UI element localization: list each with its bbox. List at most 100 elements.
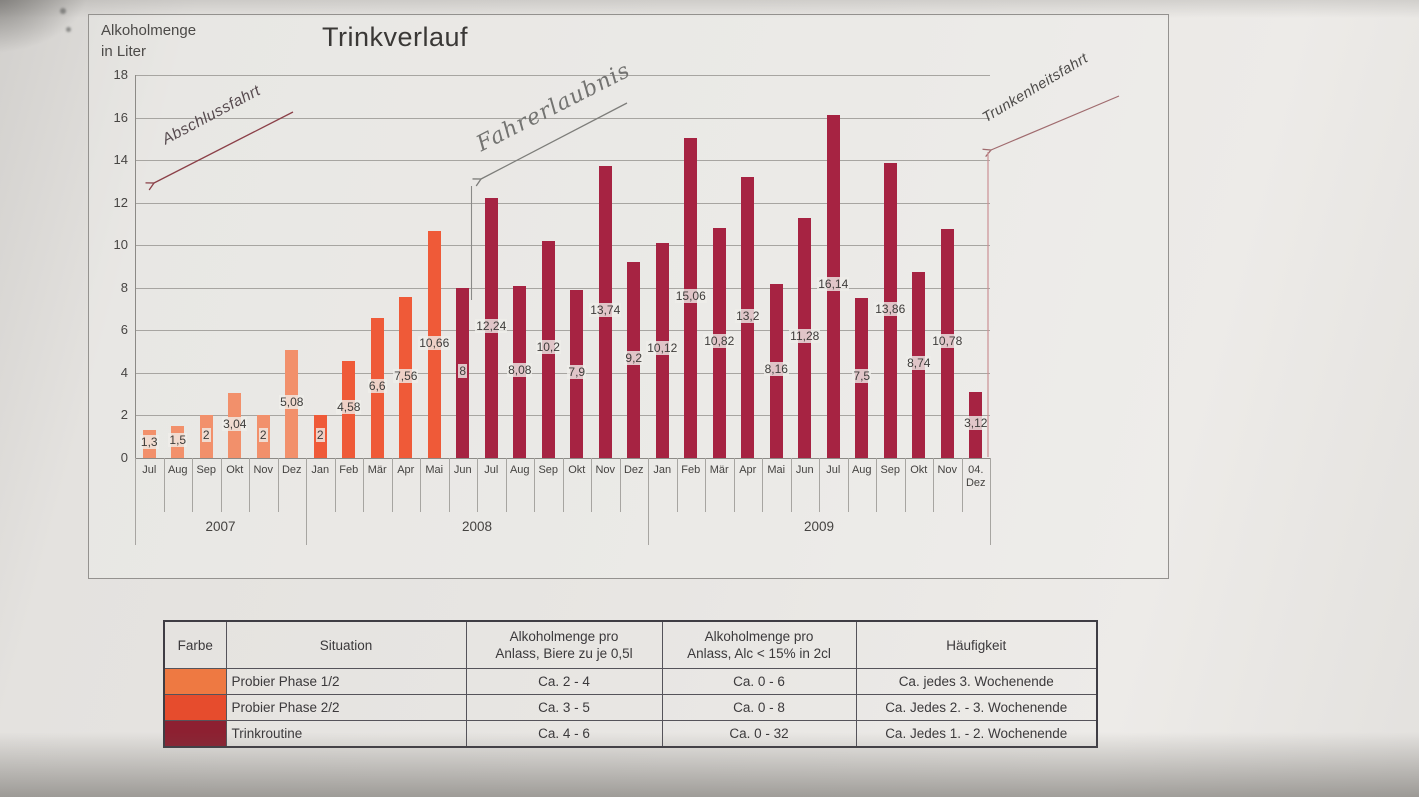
bar-value-text: 15,06 (674, 288, 707, 303)
bar-value-label: 13,74 (581, 302, 629, 317)
month-label: Jan (653, 464, 672, 476)
month-label: Okt (910, 464, 928, 476)
cell-beer-amount: Ca. 2 - 4 (465, 668, 663, 695)
col-header-situation: Situation (225, 620, 467, 669)
bar-value-label: 7,5 (838, 369, 886, 384)
bar-value-text: 7,5 (852, 369, 872, 384)
bar-value-text: 8,74 (906, 356, 932, 371)
month-label: Okt (568, 464, 586, 476)
bar-value-label: 2 (239, 427, 287, 442)
month-label: Mai (767, 464, 786, 476)
bar-value-label: 4,58 (325, 400, 373, 415)
month-label: Feb (681, 464, 701, 476)
bar-value-label: 16,14 (809, 277, 857, 292)
photo-speck (66, 27, 71, 32)
month-label: Apr (397, 464, 415, 476)
y-tick-label: 4 (120, 364, 128, 380)
month-label: Nov (253, 464, 274, 476)
cell-beer-amount: Ca. 3 - 5 (465, 694, 663, 721)
col-header-haeufigkeit: Häufigkeit (855, 620, 1098, 669)
bar-value-label: 10,66 (410, 335, 458, 350)
bar-value-text: 10,66 (418, 335, 451, 350)
bar-value-label: 10,12 (638, 341, 686, 356)
cell-spirits-amount: Ca. 0 - 32 (661, 720, 857, 748)
cell-frequency: Ca. Jedes 2. - 3. Wochenende (855, 694, 1098, 721)
header-line: Alkoholmenge pro (704, 629, 814, 644)
bar-value-text: 11,28 (789, 328, 821, 343)
category-separator (990, 458, 991, 545)
month-label: Aug (509, 464, 530, 476)
y-tick-label: 2 (120, 407, 128, 423)
bar-value-label: 7,9 (553, 364, 601, 379)
bar-value-text: 2 (258, 427, 268, 442)
bar-value-text: 7,9 (567, 364, 587, 379)
bar-value-text: 7,56 (393, 368, 419, 383)
gridline (135, 75, 990, 76)
gridline (135, 245, 990, 247)
cell-situation: Probier Phase 2/2 (225, 694, 467, 721)
cell-situation: Probier Phase 1/2 (225, 668, 467, 695)
header-line: Anlass, Alc < 15% in 2cl (687, 646, 831, 661)
month-label: Nov (937, 464, 958, 476)
header-line: Alkoholmenge pro (509, 629, 619, 644)
bar-value-label: 3,12 (952, 415, 1000, 430)
color-swatch-probier-phase-1 (163, 668, 227, 695)
bar-value-label: 8,74 (895, 356, 943, 371)
table-row-probier-phase-2: Probier Phase 2/2 Ca. 3 - 5 Ca. 0 - 8 Ca… (163, 694, 1098, 721)
table-row-probier-phase-1: Probier Phase 1/2 Ca. 2 - 4 Ca. 0 - 6 Ca… (163, 668, 1098, 695)
bar-value-label: 7,56 (382, 368, 430, 383)
col-header-farbe: Farbe (163, 620, 227, 669)
bar-value-label: 15,06 (667, 288, 715, 303)
month-label: Aug (167, 464, 188, 476)
month-label: Jul (826, 464, 841, 476)
y-tick-label: 18 (113, 67, 128, 82)
month-label: 04. Dez (965, 464, 986, 489)
bar-value-text: 2 (315, 427, 325, 442)
bar-value-text: 2 (201, 427, 211, 442)
bar-value-text: 8,16 (763, 362, 789, 377)
bar-value-label: 12,24 (467, 318, 515, 333)
bar-value-label: 10,78 (923, 334, 971, 349)
bar-value-text: 16,14 (817, 277, 850, 292)
cell-spirits-amount: Ca. 0 - 6 (661, 668, 857, 695)
month-label: Dez (623, 464, 644, 476)
color-swatch-trinkroutine (163, 720, 227, 748)
bar-value-label: 11,28 (781, 328, 829, 343)
month-label: Mär (709, 464, 729, 476)
gridline (135, 287, 990, 289)
legend-table: Farbe Situation Alkoholmenge pro Anlass,… (163, 620, 1098, 748)
header-line: Anlass, Biere zu je 0,5l (495, 646, 633, 661)
cell-situation: Trinkroutine (225, 720, 467, 748)
month-label: Sep (880, 464, 901, 476)
month-label: Dez (281, 464, 302, 476)
bar-value-text: 10,78 (931, 334, 964, 349)
y-tick-label: 6 (120, 322, 128, 338)
table-row-trinkroutine: Trinkroutine Ca. 4 - 6 Ca. 0 - 32 Ca. Je… (163, 720, 1098, 748)
cell-beer-amount: Ca. 4 - 6 (465, 720, 663, 748)
cell-frequency: Ca. Jedes 1. - 2. Wochenende (855, 720, 1098, 748)
month-label: Jan (311, 464, 330, 476)
bar-value-label: 5,08 (268, 394, 316, 409)
month-label: Nov (595, 464, 616, 476)
y-axis-line (135, 75, 136, 458)
bar-value-label: 10,82 (695, 333, 743, 348)
bar-value-text: 8 (458, 363, 468, 378)
gridline (135, 160, 990, 162)
year-label-2007: 2007 (205, 519, 236, 534)
month-label: Jun (453, 464, 472, 476)
gridline (135, 117, 990, 119)
bar-value-text: 10,82 (703, 333, 736, 348)
gridline (135, 202, 990, 204)
color-swatch-probier-phase-2 (163, 694, 227, 721)
month-label: Aug (851, 464, 872, 476)
bar-value-text: 12,24 (475, 318, 508, 333)
bar-value-text: 10,2 (535, 340, 561, 355)
y-tick-label: 10 (113, 237, 128, 253)
cell-spirits-amount: Ca. 0 - 8 (661, 694, 857, 721)
y-tick-label: 0 (120, 450, 128, 465)
y-tick-label: 12 (113, 194, 128, 210)
bar-value-label: 8,16 (752, 362, 800, 377)
bar-value-text: 13,86 (874, 301, 907, 316)
legend-header-row: Farbe Situation Alkoholmenge pro Anlass,… (163, 620, 1098, 669)
